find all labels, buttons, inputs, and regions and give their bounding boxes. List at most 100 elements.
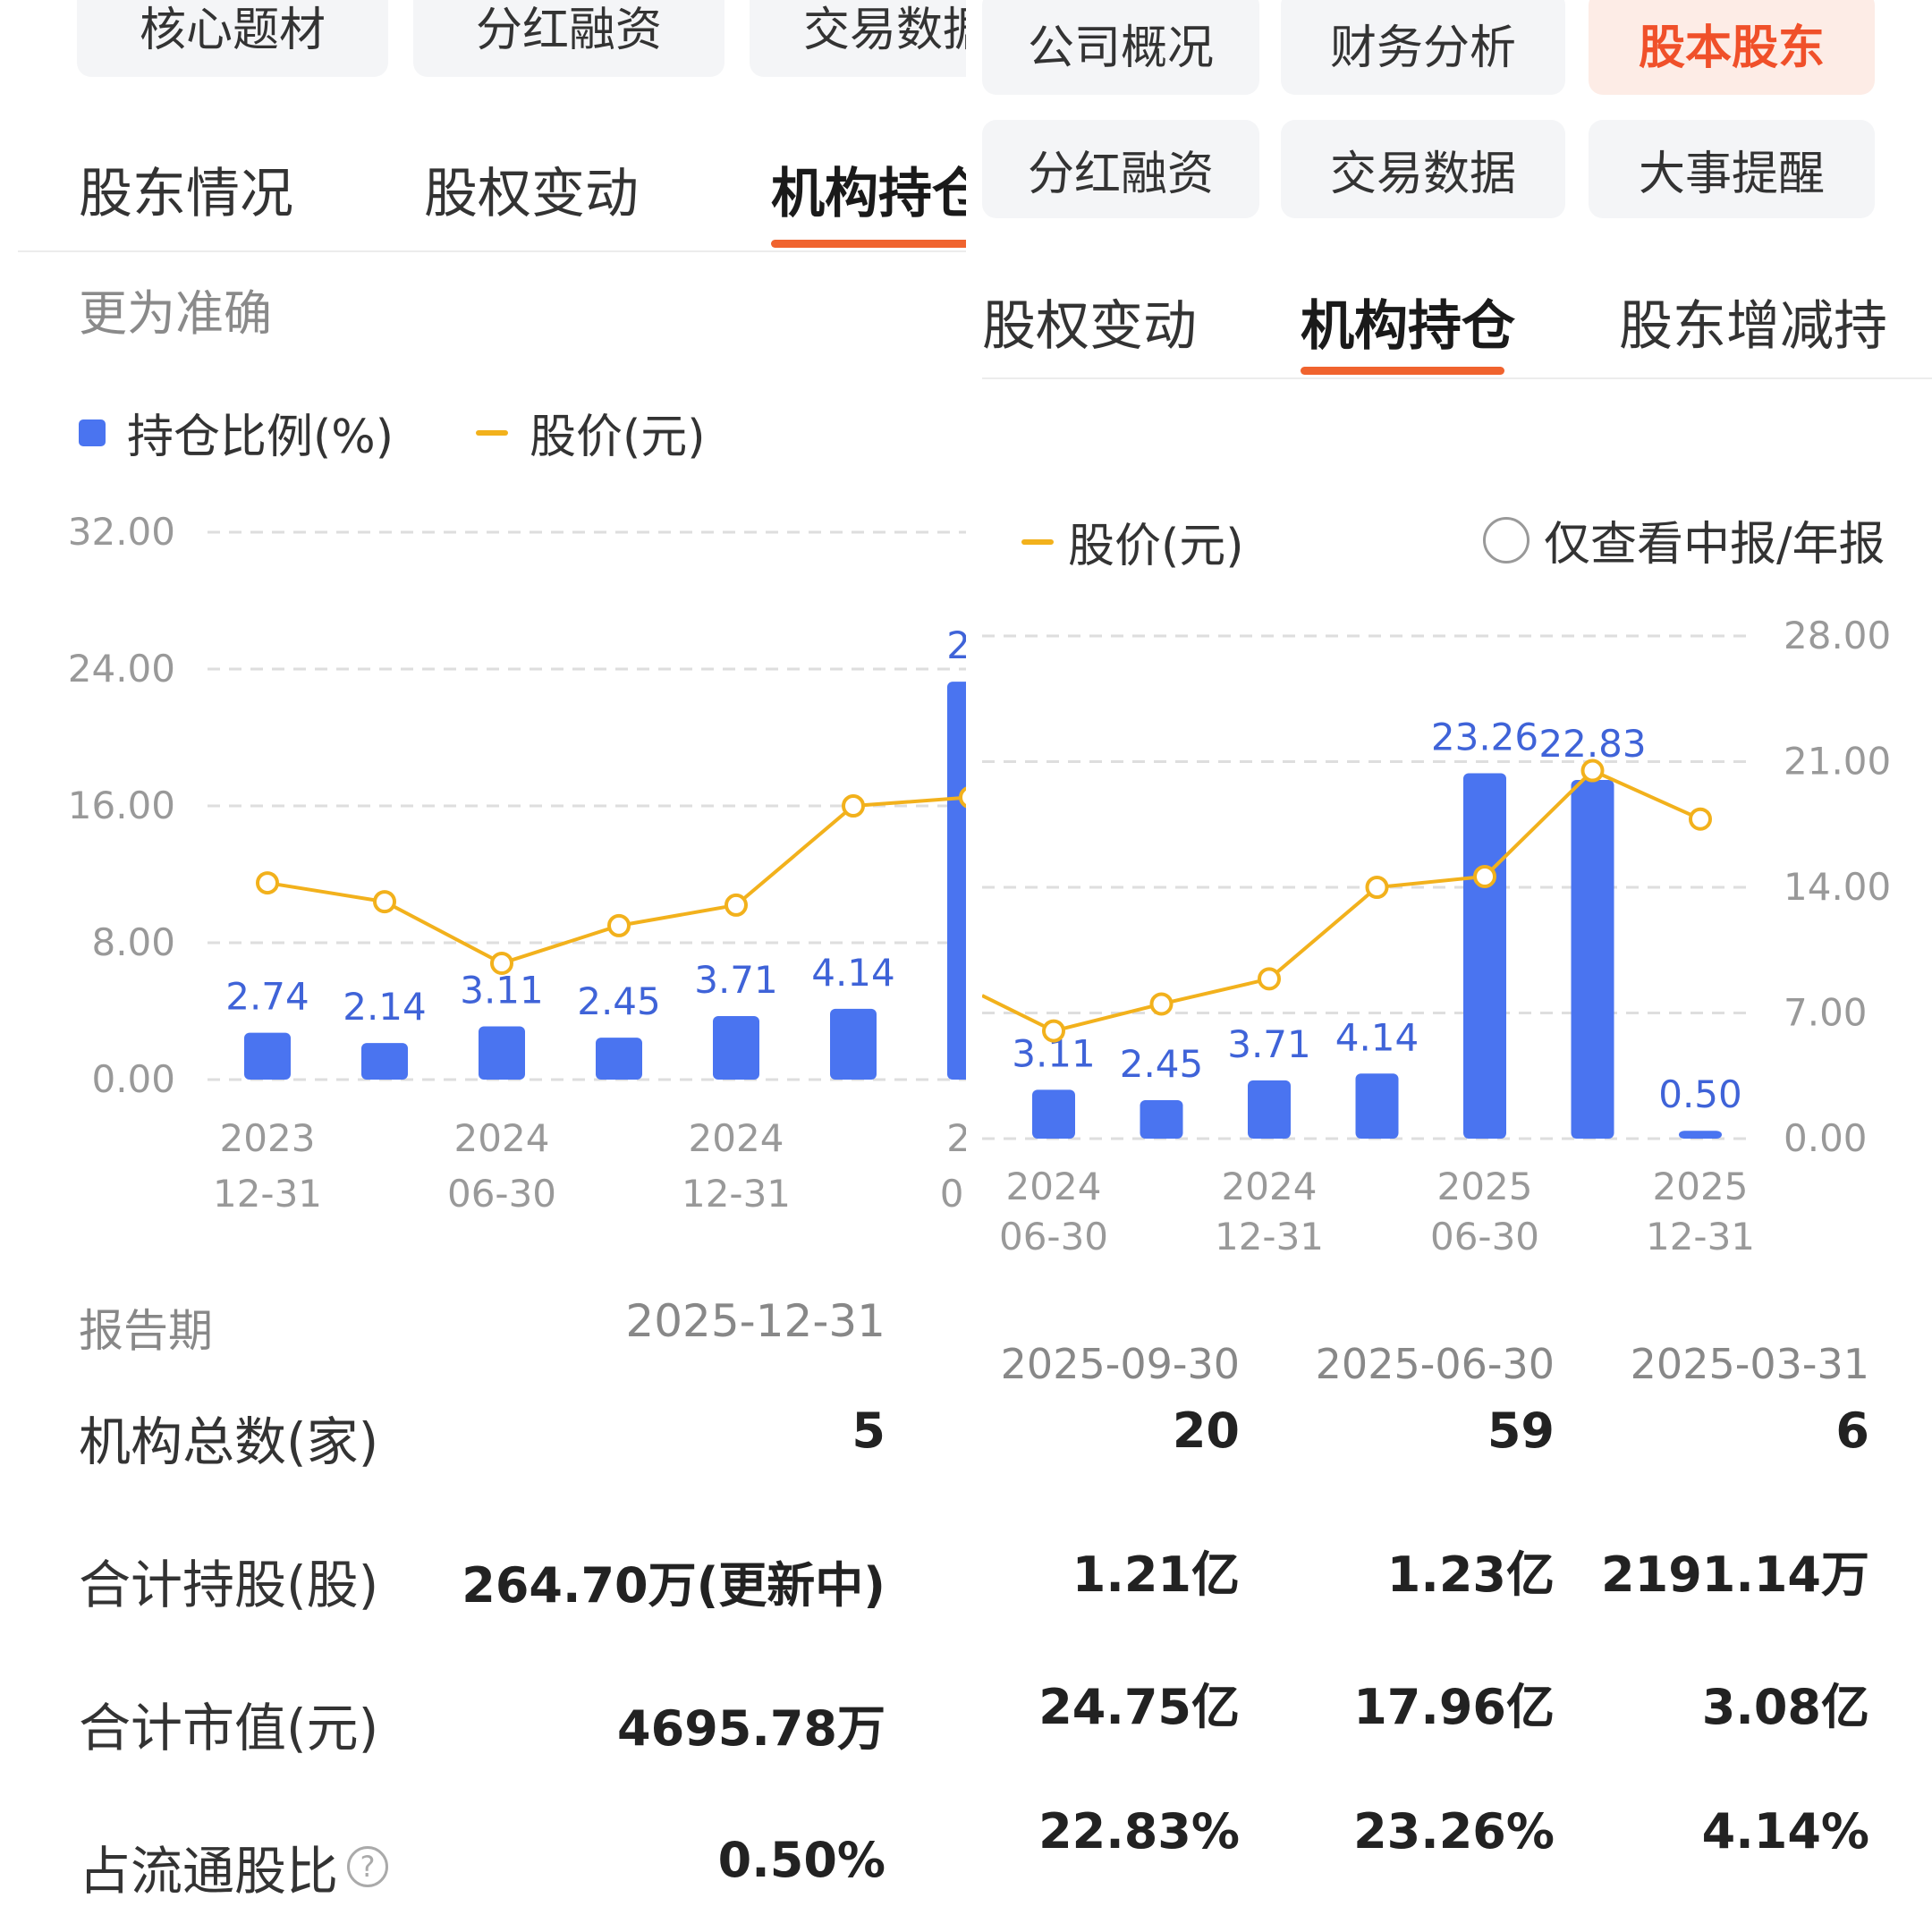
filter-label[interactable]: 仅查看中报/年报 (1544, 518, 1885, 572)
x-tick-label: 06-30 (1430, 1215, 1539, 1258)
bar (1679, 1131, 1722, 1139)
radio-button[interactable] (1483, 516, 1530, 564)
period-value: 2025-12-31 (625, 1295, 886, 1347)
bar-data-label: 3.11 (460, 969, 544, 1013)
bar-data-label: 0.50 (1658, 1072, 1742, 1116)
tab-label: 核心题材 (139, 3, 326, 57)
tab-financial-analysis[interactable]: 财务分析 (1281, 0, 1565, 95)
bar (713, 1016, 759, 1080)
bar-data-label: 4.14 (811, 951, 895, 995)
bar (361, 1043, 408, 1080)
active-tab-indicator (1301, 367, 1504, 375)
subtab-equity-change[interactable]: 股权变动 (982, 295, 1197, 358)
legend: 股价(元) (1021, 508, 1244, 575)
bar (1571, 780, 1614, 1139)
tab-major-events[interactable]: 大事提醒 (1589, 120, 1875, 218)
table-cell: 20 (1172, 1402, 1240, 1459)
tab-trading-data[interactable]: 交易数据 (750, 0, 966, 77)
bar-data-label: 2.14 (343, 985, 427, 1029)
price-point (1365, 876, 1389, 899)
bar-data-label: 23 (946, 623, 966, 667)
tab-label: 交易数据 (803, 3, 966, 57)
price-point (1580, 758, 1605, 783)
x-tick-label: 2025 (1437, 1165, 1533, 1208)
tab-company-overview[interactable]: 公司概况 (982, 0, 1259, 95)
table-cell: 4.14% (1701, 1803, 1869, 1860)
row-label-institution-count: 机构总数(家) (79, 1411, 379, 1472)
bar (1140, 1099, 1183, 1139)
table-cell: 22.83% (1038, 1803, 1240, 1860)
table-cell: 2191.14万 (1601, 1546, 1869, 1603)
tab-dividend-financing[interactable]: 分红融资 (413, 0, 724, 77)
price-point (842, 794, 865, 818)
bar (1355, 1073, 1399, 1139)
tab-core-theme[interactable]: 核心题材 (77, 0, 388, 77)
bar (830, 1008, 877, 1080)
x-tick-label: 2024 (1006, 1165, 1102, 1208)
holdings-chart-left[interactable]: 32.00 24.00 16.00 8.00 0.00 2.74 2.14 3.11 2.45 3… (0, 483, 966, 1234)
bar-data-label: 2.74 (225, 975, 309, 1019)
note-text: 更为准确 (79, 285, 272, 342)
y-tick-label: 0.00 (91, 1057, 175, 1101)
table-cell: 6 (1835, 1402, 1869, 1459)
line-legend-swatch (476, 429, 508, 436)
tab-capital-shareholders[interactable]: 股本股东 (1589, 0, 1875, 95)
tab-label: 财务分析 (1329, 21, 1516, 75)
float-ratio-text: 占流通股比 (79, 1841, 339, 1902)
row-value-float-ratio: 0.50% (717, 1832, 886, 1888)
subtab-institution-holdings[interactable]: 机构持仓 (1301, 295, 1515, 358)
table-cell: 1.23亿 (1386, 1546, 1555, 1603)
y-tick-label: 0.00 (1784, 1116, 1868, 1160)
tab-trading-data[interactable]: 交易数据 (1281, 120, 1565, 218)
legend-line-label[interactable]: 股价(元) (1068, 520, 1244, 573)
report-filter[interactable]: 仅查看中报/年报 (1483, 506, 1885, 573)
table-cell: 3.08亿 (1701, 1679, 1869, 1735)
y-tick-label: 7.00 (1784, 991, 1868, 1035)
table-cell: 17.96亿 (1353, 1679, 1555, 1735)
legend-line-label[interactable]: 股价(元) (530, 411, 706, 464)
subtab-shareholder-changes[interactable]: 股东增减持 (1619, 295, 1887, 358)
price-point (373, 890, 396, 914)
price-point (490, 951, 513, 975)
table-cell: 23.26% (1353, 1803, 1555, 1860)
x-tick-label: 06-30 (999, 1215, 1108, 1258)
x-tick-label: 06-30 (447, 1172, 556, 1216)
right-panel: 公司概况 财务分析 股本股东 分红融资 交易数据 大事提醒 股权变动 机构持仓 … (982, 0, 1932, 1932)
x-tick-label: 20 (946, 1116, 966, 1160)
table-cell: 1.21亿 (1072, 1546, 1240, 1603)
y-tick-label: 32.00 (68, 510, 175, 554)
row-label-float-ratio: 占流通股比 ? (79, 1829, 389, 1904)
price-point (1042, 1019, 1065, 1043)
period-col-3: 2025-03-31 (1630, 1340, 1869, 1388)
bar (244, 1032, 291, 1080)
subtab-equity-change[interactable]: 股权变动 (424, 163, 639, 225)
bar (1032, 1089, 1075, 1139)
y-tick-label: 28.00 (1784, 614, 1891, 657)
subtab-institution-holdings[interactable]: 机构持仓 (771, 163, 966, 225)
bar (947, 682, 966, 1080)
bar (1248, 1080, 1291, 1139)
tab-label: 大事提醒 (1638, 147, 1825, 201)
legend: 持仓比例(%) 股价(元) (79, 399, 706, 466)
x-tick-label: 12-31 (682, 1172, 791, 1216)
tab-dividend-financing[interactable]: 分红融资 (982, 120, 1259, 218)
bar (596, 1038, 642, 1080)
bar-data-label: 22.83 (1538, 722, 1646, 766)
period-label: 报告期 (79, 1305, 213, 1357)
y-tick-label: 21.00 (1784, 740, 1891, 784)
price-point (1149, 992, 1174, 1016)
x-tick-label: 2025 (1653, 1165, 1749, 1208)
y-tick-label: 16.00 (68, 784, 175, 827)
subtab-shareholders[interactable]: 股东情况 (79, 163, 293, 225)
bar-legend-swatch (79, 419, 106, 446)
tab-label: 分红融资 (475, 3, 662, 57)
x-tick-label: 2024 (454, 1116, 550, 1160)
left-panel: 核心题材 分红融资 交易数据 股东情况 股权变动 机构持仓 更为准确 持仓比例(… (0, 0, 966, 1904)
tab-label: 股本股东 (1638, 21, 1825, 75)
price-point (256, 871, 279, 895)
help-icon[interactable]: ? (347, 1846, 389, 1887)
legend-bar-label[interactable]: 持仓比例(%) (127, 411, 394, 464)
tab-label: 交易数据 (1329, 147, 1516, 201)
period-col-1: 2025-09-30 (1000, 1340, 1240, 1388)
